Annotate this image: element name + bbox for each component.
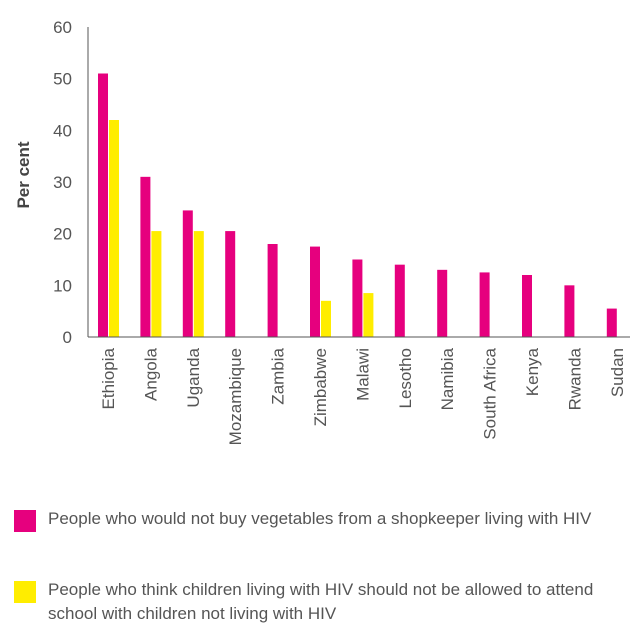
bar-vegetables-zimbabwe [310,246,320,337]
y-tick-label: 10 [53,276,72,295]
bar-school-uganda [193,231,204,337]
y-axis: 0 10 20 30 40 50 60 [53,18,89,347]
x-tick-label: Malawi [353,348,372,401]
x-tick-label: Kenya [523,347,542,396]
bar-vegetables-sudan [606,308,617,337]
bar-school-malawi [363,293,374,337]
y-tick-label: 30 [53,173,72,192]
y-axis-title: Per cent [14,141,33,208]
bar-vegetables-uganda [182,210,193,337]
y-tick-label: 60 [53,18,72,37]
bar-school-angola [151,231,162,337]
bar-vegetables-angola [140,176,151,337]
bar-vegetables-malawi [352,259,363,337]
x-tick-label: South Africa [481,347,500,439]
bar-vegetables-kenya [522,275,532,337]
x-axis: Ethiopia Angola Uganda Mozambique Zambia Zimb… [88,336,630,445]
x-tick-label: Zimbabwe [311,348,330,426]
bar-vegetables-namibia [437,269,448,337]
bar-vegetables-ethiopia [98,73,108,337]
bar-chart: 0 10 20 30 40 50 60 Ethiopia Angola Uganda Mozamb… [14,18,630,445]
bar-vegetables-south-africa [479,272,490,337]
bar-vegetables-lesotho [394,264,405,337]
y-tick-label: 50 [53,70,72,89]
legend-swatch-pink [14,510,36,532]
bar-school-zimbabwe [321,300,331,337]
y-tick-label: 0 [63,328,72,347]
bar-vegetables-rwanda [564,285,575,337]
x-tick-label: Rwanda [565,347,584,410]
x-tick-label: Angola [141,347,160,400]
legend-label-vegetables: People who would not buy vegetables from… [48,509,592,528]
x-tick-label: Lesotho [396,348,415,409]
x-tick-label: Ethiopia [99,347,118,409]
bar-vegetables-mozambique [225,231,236,337]
y-tick-label: 20 [53,225,72,244]
y-tick-label: 40 [53,121,72,140]
bar-school-ethiopia [109,120,119,337]
x-tick-label: Zambia [269,347,288,404]
bars [98,73,617,337]
x-tick-label: Uganda [184,347,203,407]
bar-vegetables-zambia [267,244,278,337]
legend-swatch-yellow [14,581,36,603]
legend-label-school: People who think children living with HI… [48,580,594,623]
x-tick-label: Sudan [608,348,627,397]
x-tick-label: Mozambique [226,348,245,445]
x-tick-label: Namibia [438,347,457,410]
